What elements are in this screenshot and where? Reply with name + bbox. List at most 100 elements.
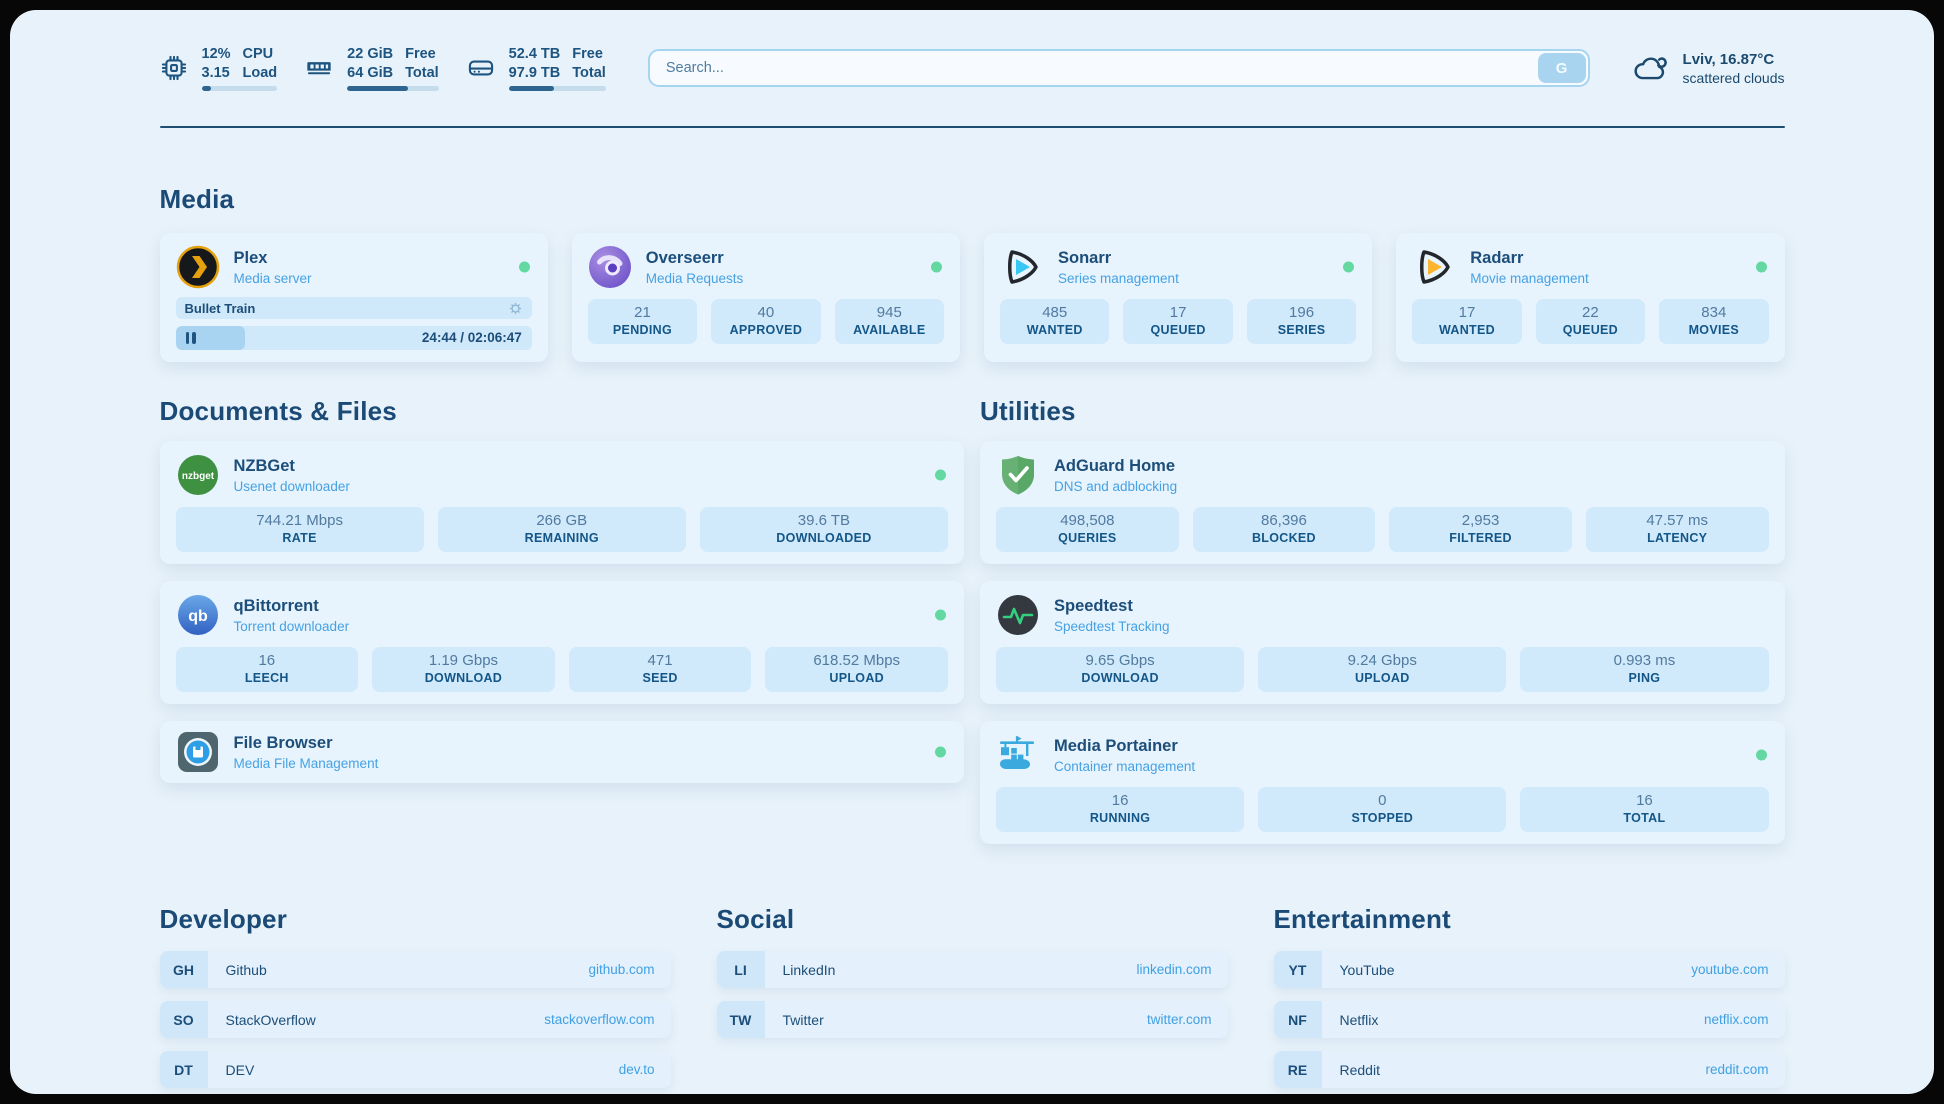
qbittorrent-card[interactable]: qb qBittorrent Torrent downloader (159, 581, 964, 704)
overseerr-card[interactable]: Overseerr Media Requests 21 PENDING 40 A… (571, 233, 960, 362)
stat-label: RATE (282, 531, 317, 545)
dashboard-page: 12% 3.15 CPU Load (10, 10, 1934, 1094)
stat-tile: 196 SERIES (1246, 299, 1357, 344)
stat-label: QUEUED (1150, 323, 1206, 337)
plex-card[interactable]: Plex Media server Bullet Train (159, 233, 548, 362)
cpu-values: 12% 3.15 (202, 45, 231, 83)
stat-value: 1.19 Gbps (428, 652, 499, 669)
stat-label: WANTED (1026, 323, 1083, 337)
adguard-titles: AdGuard Home DNS and adblocking (1054, 457, 1177, 494)
memory-progress-bar (347, 86, 439, 92)
link-github[interactable]: GH Github github.com (159, 951, 671, 988)
stat-label: DOWNLOAD (424, 671, 503, 685)
nzbget-header: nzbget NZBGet Usenet downloader (176, 453, 949, 497)
memory-labels: Free Total (405, 45, 439, 83)
stat-label: LATENCY (1647, 531, 1708, 545)
entertainment-links: YT YouTube youtube.com NF Netflix netfli… (1273, 951, 1785, 1088)
plex-now-playing-row: Bullet Train (175, 297, 532, 319)
google-search-button[interactable]: G (1537, 53, 1586, 83)
radarr-title: Radarr (1470, 248, 1524, 267)
link-dev-to[interactable]: DT DEV dev.to (159, 1051, 671, 1088)
speedtest-header: Speedtest Speedtest Tracking (996, 593, 1769, 637)
radarr-card[interactable]: Radarr Movie management 17 WANTED 22 QUE… (1396, 233, 1785, 362)
stat-value: 485 (1042, 304, 1068, 321)
stat-value: 0.993 ms (1613, 652, 1676, 669)
disk-values: 52.4 TB 97.9 TB (509, 45, 561, 83)
stat-tile: 16 LEECH (175, 647, 359, 692)
overseerr-subtitle: Media Requests (645, 270, 744, 286)
sonarr-header: Sonarr Series management (1000, 245, 1356, 289)
stat-value: 17 (1169, 304, 1187, 321)
nzbget-status-dot (935, 469, 946, 481)
cpu-progress-fill (201, 86, 212, 92)
plex-now-playing-title: Bullet Train (184, 300, 256, 316)
link-name: YouTube (1339, 961, 1395, 978)
stat-value: 17 (1458, 304, 1476, 321)
stat-tile: 9.24 Gbps UPLOAD (1258, 647, 1507, 692)
stat-value: 40 (757, 304, 775, 321)
weather-text: Lviv, 16.87°C scattered clouds (1683, 51, 1785, 86)
documents-section-title: Documents & Files (159, 396, 397, 426)
memory-stat: 22 GiB 64 GiB Free Total (305, 45, 439, 92)
stat-tile: 1.19 Gbps DOWNLOAD (372, 647, 555, 692)
stat-label: AVAILABLE (853, 323, 926, 337)
disk-progress-fill (508, 86, 555, 92)
stat-tile: 40 APPROVED (711, 299, 821, 344)
stat-label: PENDING (612, 323, 672, 337)
adguard-stats: 498,508 QUERIES 86,396 BLOCKED 2,953 FIL… (996, 507, 1769, 552)
link-url: dev.to (618, 1062, 655, 1077)
sonarr-card[interactable]: Sonarr Series management 485 WANTED 17 Q… (984, 233, 1373, 362)
filebrowser-status-dot (935, 746, 946, 758)
filebrowser-card[interactable]: File Browser Media File Management (159, 721, 964, 783)
portainer-card[interactable]: Media Portainer Container management 16 … (980, 721, 1785, 844)
memory-free-value: 22 GiB (347, 45, 394, 62)
link-reddit[interactable]: RE Reddit reddit.com (1273, 1051, 1785, 1088)
stat-value: 945 (876, 304, 902, 321)
stat-value: 196 (1289, 304, 1315, 321)
link-twitter[interactable]: TW Twitter twitter.com (716, 1001, 1228, 1038)
nzbget-card[interactable]: nzbget NZBGet Usenet downloader 74 (159, 441, 964, 564)
disk-labels: Free Total (572, 45, 606, 83)
twitter-badge: TW (716, 1001, 765, 1038)
adguard-subtitle: DNS and adblocking (1054, 478, 1178, 494)
stat-value: 39.6 TB (797, 512, 851, 529)
stat-tile: 266 GB REMAINING (437, 507, 686, 552)
header-divider (159, 126, 1785, 128)
stat-tile: 2,953 FILTERED (1389, 507, 1572, 552)
stat-label: QUERIES (1058, 531, 1117, 545)
developer-column: Developer GH Github github.com SO StackO… (159, 904, 671, 1088)
stat-value: 834 (1701, 304, 1727, 321)
nzbget-titles: NZBGet Usenet downloader (234, 457, 350, 494)
stat-tile: 9.65 Gbps DOWNLOAD (996, 647, 1245, 692)
disk-progress-bar (508, 86, 606, 92)
stat-tile: 22 QUEUED (1535, 299, 1646, 344)
gear-icon[interactable] (508, 301, 523, 316)
stat-value: 618.52 Mbps (813, 652, 901, 669)
speedtest-icon (996, 593, 1040, 637)
portainer-header: Media Portainer Container management (996, 733, 1769, 777)
disk-free-value: 52.4 TB (508, 45, 561, 62)
speedtest-title: Speedtest (1054, 596, 1133, 615)
speedtest-card[interactable]: Speedtest Speedtest Tracking 9.65 Gbps D… (980, 581, 1785, 704)
media-section-title: Media (159, 184, 235, 214)
overseerr-title: Overseerr (645, 248, 724, 267)
nzbget-subtitle: Usenet downloader (233, 478, 350, 494)
nzbget-icon: nzbget (176, 453, 220, 497)
search-bar: G (647, 49, 1590, 87)
stat-tile: 17 WANTED (1412, 299, 1522, 344)
link-netflix[interactable]: NF Netflix netflix.com (1273, 1001, 1785, 1038)
adguard-card[interactable]: AdGuard Home DNS and adblocking 498,508 … (980, 441, 1785, 564)
search-input[interactable] (647, 49, 1590, 87)
link-url: reddit.com (1705, 1062, 1769, 1077)
link-name: StackOverflow (225, 1011, 316, 1028)
link-linkedin[interactable]: LI LinkedIn linkedin.com (716, 951, 1228, 988)
svg-text:nzbget: nzbget (181, 471, 214, 482)
link-stackoverflow[interactable]: SO StackOverflow stackoverflow.com (159, 1001, 671, 1038)
stat-tile: 17 QUEUED (1123, 299, 1233, 344)
system-stats: 12% 3.15 CPU Load (160, 45, 606, 92)
stackoverflow-badge: SO (159, 1001, 208, 1038)
stat-value: 498,508 (1060, 512, 1115, 529)
overseerr-icon (588, 245, 632, 289)
memory-total-value: 64 GiB (347, 64, 394, 81)
link-youtube[interactable]: YT YouTube youtube.com (1273, 951, 1785, 988)
